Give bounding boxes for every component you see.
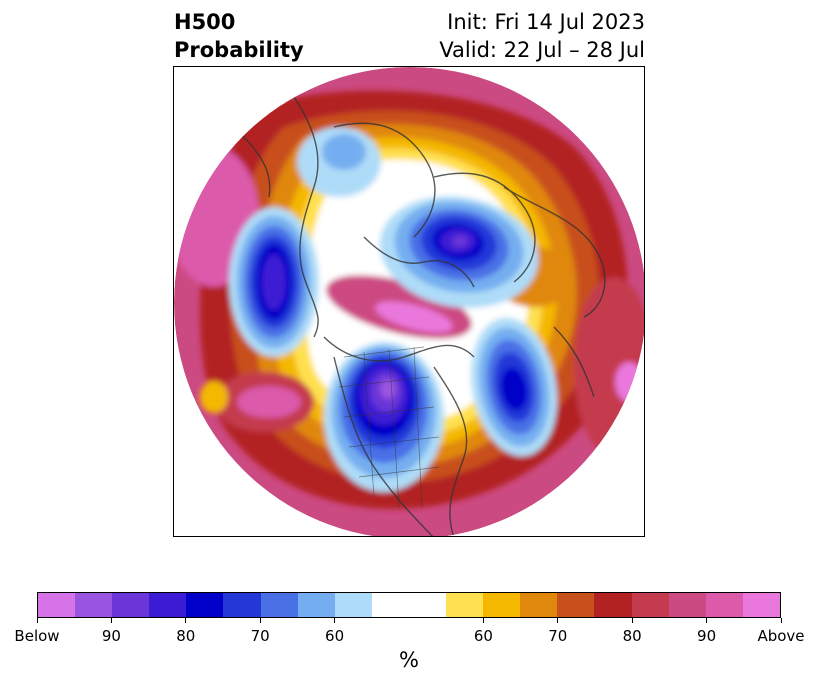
colorbar-segment [557, 593, 595, 617]
colorbar-segment [334, 593, 372, 617]
polar-map-panel [173, 66, 645, 537]
colorbar-segment [112, 593, 150, 617]
colorbar-segment [408, 593, 447, 617]
colorbar-tick-label: 90 [101, 627, 121, 645]
colorbar-segment [186, 593, 224, 617]
colorbar-tick-label: 80 [622, 627, 642, 645]
colorbar-tick-mark [110, 618, 112, 623]
colorbar-segment [38, 593, 76, 617]
colorbar-segment [446, 593, 484, 617]
colorbar-tick-label: 90 [697, 627, 717, 645]
colorbar-tick-label: Below [14, 627, 60, 645]
colorbar [37, 592, 781, 618]
title-variable: H500 [174, 10, 236, 34]
colorbar-tick-mark [259, 618, 261, 623]
chart-title-left: H500 Probability [174, 8, 304, 64]
chart-title-right: Init: Fri 14 Jul 2023 Valid: 22 Jul – 28… [439, 8, 645, 64]
colorbar-segment [631, 593, 669, 617]
title-valid-range: Valid: 22 Jul – 28 Jul [439, 38, 645, 62]
colorbar-tick-label: 60 [325, 627, 345, 645]
colorbar-segment [149, 593, 187, 617]
colorbar-segment [742, 593, 780, 617]
colorbar-segment [75, 593, 113, 617]
colorbar-tick-label: 70 [548, 627, 568, 645]
colorbar-unit-label: % [399, 648, 419, 672]
colorbar-segment [594, 593, 632, 617]
colorbar-tick-mark [334, 618, 336, 623]
colorbar-segment [223, 593, 261, 617]
probability-field [174, 67, 644, 536]
colorbar-segment [260, 593, 298, 617]
colorbar-segment [520, 593, 558, 617]
colorbar-tick-mark [706, 618, 708, 623]
colorbar-tick-label: 70 [250, 627, 270, 645]
title-product: Probability [174, 38, 304, 62]
colorbar-tick-mark [482, 618, 484, 623]
colorbar-tick-mark [780, 618, 782, 623]
title-init-date: Init: Fri 14 Jul 2023 [447, 10, 645, 34]
colorbar-tick-label: Above [757, 627, 805, 645]
colorbar-segment [483, 593, 521, 617]
probability-map [174, 67, 644, 536]
colorbar-segment [371, 593, 409, 617]
colorbar-tick-mark [557, 618, 559, 623]
colorbar-tick-label: 60 [473, 627, 493, 645]
colorbar-segment [668, 593, 706, 617]
colorbar-segment [705, 593, 743, 617]
colorbar-tick-label: 80 [176, 627, 196, 645]
colorbar-segment [297, 593, 335, 617]
colorbar-tick-mark [185, 618, 187, 623]
colorbar-tick-mark [631, 618, 633, 623]
colorbar-tick-mark [36, 618, 38, 623]
